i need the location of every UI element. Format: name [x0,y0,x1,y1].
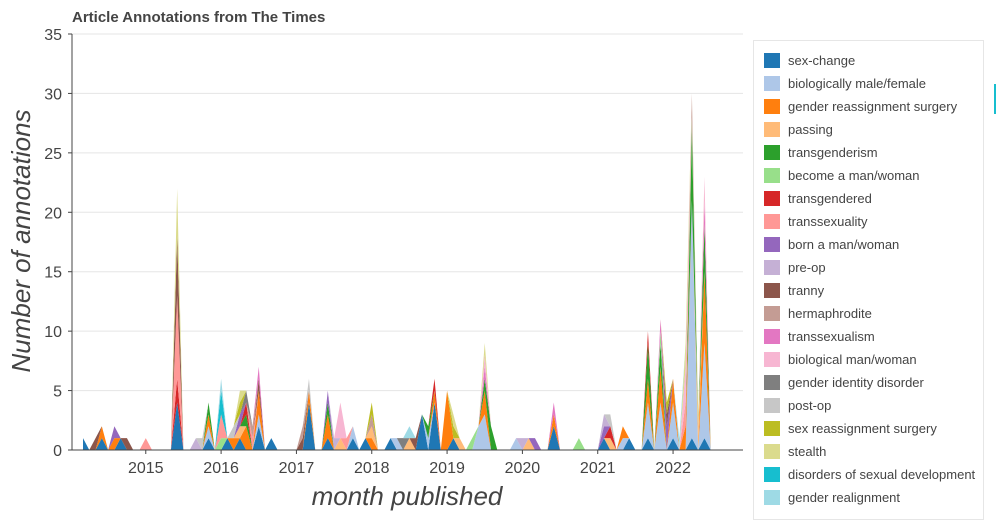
x-tick-label: 2015 [128,460,164,477]
legend-item[interactable]: transgendered [764,188,872,208]
x-tick-label: 2021 [580,460,616,477]
legend-swatch [764,351,780,367]
x-tick-label: 2019 [429,460,465,477]
legend-item[interactable]: passing [764,119,833,139]
legend-item[interactable]: pre-op [764,257,826,277]
grid-lines [72,33,743,392]
legend-swatch [764,167,780,183]
x-tick-label: 2020 [505,460,541,477]
legend-label: post-op [788,397,832,413]
x-tick-label: 2017 [279,460,315,477]
legend-item[interactable]: hermaphrodite [764,303,872,323]
legend-label: gender identity disorder [788,374,924,390]
legend-item[interactable]: gender identity disorder [764,372,924,392]
legend-swatch [764,98,780,114]
legend-label: biological man/woman [788,351,917,367]
x-axis-label: month published [312,481,504,511]
legend: sex-change biologically male/female gender… [753,40,984,520]
legend-item[interactable]: post-op [764,395,831,415]
legend-item[interactable]: tranny [764,280,824,300]
legend-item[interactable]: transgenderism [764,142,878,162]
legend-item[interactable]: sex-change [764,50,855,70]
y-tick-label: 35 [44,27,62,44]
legend-swatch [764,443,780,459]
legend-label: biologically male/female [788,75,927,91]
y-tick-label: 10 [44,324,62,341]
legend-swatch [764,489,780,505]
x-tick-label: 2018 [354,460,390,477]
legend-label: transgenderism [788,144,878,160]
legend-label: sex reassignment surgery [788,420,937,436]
legend-label: transsexuality [788,213,868,229]
y-tick-label: 5 [53,384,62,401]
legend-item[interactable]: transsexualism [764,326,875,346]
legend-label: tranny [788,282,825,298]
y-axis-label: Number of annotations [6,109,36,372]
legend-swatch [764,420,780,436]
legend-item[interactable]: stealth [764,441,826,461]
legend-swatch [764,121,780,137]
legend-swatch [764,397,780,413]
legend-item[interactable]: sex reassignment surgery [764,418,937,438]
legend-swatch [764,305,780,321]
legend-swatch [764,52,780,68]
legend-label: gender reassignment surgery [788,98,958,114]
chart-title: Article Annotations from The Times [72,9,326,26]
legend-swatch [764,144,780,160]
legend-label: disorders of sexual development [788,466,976,482]
legend-label: sex-change [788,52,856,68]
legend-swatch [764,259,780,275]
legend-swatch [764,374,780,390]
legend-item[interactable]: gender realignment [764,487,900,507]
y-tick-label: 15 [44,265,62,282]
legend-item[interactable]: become a man/woman [764,165,920,185]
y-tick-label: 20 [44,205,62,222]
scroll-indicator [994,84,996,114]
legend-label: born a man/woman [788,236,900,252]
legend-label: gender realignment [788,489,901,505]
legend-label: transsexualism [788,328,875,344]
legend-swatch [764,213,780,229]
x-tick-label: 2016 [203,460,239,477]
legend-item[interactable]: biologically male/female [764,73,926,93]
legend-label: passing [788,121,833,137]
legend-swatch [764,282,780,298]
x-tick-label: 2022 [655,460,691,477]
y-ticks: 0 5 10 15 20 25 30 35 [44,27,72,460]
legend-swatch [764,466,780,482]
legend-item[interactable]: born a man/woman [764,234,899,254]
legend-swatch [764,236,780,252]
x-ticks: 2015 2016 2017 2018 2019 2020 2021 2022 [128,450,691,477]
y-tick-label: 30 [44,86,62,103]
legend-swatch [764,190,780,206]
legend-item[interactable]: biological man/woman [764,349,917,369]
legend-item[interactable]: gender reassignment surgery [764,96,957,116]
legend-label: transgendered [788,190,872,206]
legend-label: stealth [788,443,827,459]
legend-swatch [764,75,780,91]
legend-label: become a man/woman [788,167,920,183]
y-tick-label: 25 [44,146,62,163]
legend-label: pre-op [788,259,826,275]
legend-label: hermaphrodite [788,305,872,321]
axes [71,34,743,451]
legend-swatch [764,328,780,344]
y-tick-label: 0 [53,443,62,460]
legend-item[interactable]: transsexuality [764,211,867,231]
legend-item[interactable]: disorders of sexual development [764,464,975,484]
